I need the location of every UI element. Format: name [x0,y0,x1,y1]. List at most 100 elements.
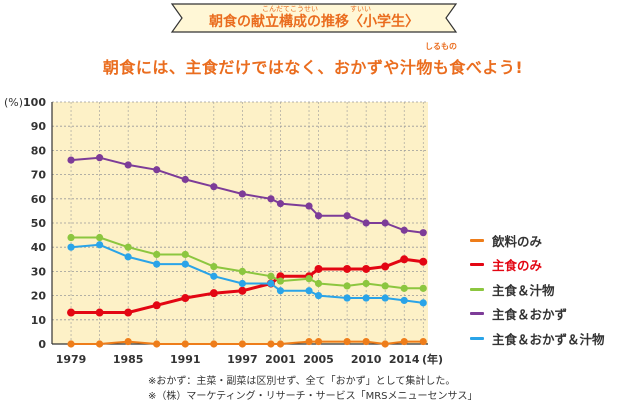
series-line-4 [70,243,424,304]
data-point [181,340,189,348]
x-tick-label: 1997 [227,353,258,366]
x-tick-label: 1991 [170,353,201,366]
title-banner-shape [170,3,458,33]
series-line-0 [71,340,424,345]
data-point [400,255,409,264]
y-tick-label: 70 [31,169,47,182]
data-point [181,260,189,268]
data-point [210,262,218,271]
data-point [181,250,189,259]
data-point [67,243,75,251]
legend-label: 主食のみ [492,258,543,274]
data-point [153,166,161,174]
x-tick-label: 2005 [303,353,334,366]
data-point [381,294,389,302]
legend-item: 主食のみ [470,253,605,278]
data-point [267,340,275,348]
data-point [343,282,351,290]
data-point [276,340,285,348]
chart-notes: ※おかず：主菜・副菜は区別せず、全て「おかず」として集計した。 ※（株）マーケテ… [148,374,478,404]
x-tick-label: 1985 [113,353,144,366]
y-tick-label: 100 [23,96,46,109]
subtitle-ruby-shirumono: しるもの [425,42,457,51]
data-point [153,260,161,268]
data-point [152,301,161,310]
data-point [305,337,313,346]
data-point [67,308,76,317]
series-lines [67,154,428,348]
data-point [381,262,390,271]
y-tick-label: 80 [31,144,47,157]
page-title: 朝食の献立構成の推移〈小学生〉 [209,13,419,30]
y-tick-label: 40 [31,241,47,254]
data-point [95,233,104,242]
legend-label: 飲料のみ [492,233,543,249]
data-point [400,226,408,234]
data-point [381,219,389,227]
data-point [95,308,104,317]
data-point [238,286,247,295]
data-point [400,337,408,346]
legend-swatch [470,336,484,340]
legend-swatch [470,312,484,316]
data-point [305,287,313,295]
title-ruby-kondate: こんだてこうせい [262,5,318,13]
data-point [419,299,427,307]
x-axis-unit-label: (年) [422,352,443,366]
x-tick-label: 1979 [56,353,87,366]
legend-label: 主食＆おかず＆汁物 [492,331,605,347]
axes: 0 10 20 30 40 50 60 70 80 90 100 1979 1985 1991 1997 20… [23,96,428,366]
data-point [67,233,75,242]
note-okazu: ※おかず：主菜・副菜は区別せず、全て「おかず」として集計した。 [148,376,456,387]
data-point [314,212,323,220]
title-ruby-suii: すいい [350,5,371,13]
data-point [419,284,427,292]
data-point [343,294,351,302]
series-line-2 [71,236,424,290]
data-point [419,257,428,266]
y-tick-label: 20 [31,290,47,303]
data-point [267,272,275,280]
data-point [267,195,275,203]
data-point [181,294,190,303]
y-tick-label: 90 [31,120,47,133]
data-point [238,190,246,198]
data-point [124,161,132,169]
legend-label: 主食＆汁物 [492,282,555,298]
title-banner: こんだてこうせい すいい 朝食の献立構成の推移〈小学生〉 [170,3,458,33]
legend-item: 主食＆おかず＆汁物 [470,326,605,351]
legend-swatch [470,238,484,242]
data-point [124,337,132,346]
data-point [209,289,218,298]
y-axis-unit-label: (%) [4,96,23,109]
data-point [343,264,352,273]
data-point [95,241,104,249]
data-point [381,340,389,348]
data-point [153,250,161,259]
series-line-3 [70,156,424,234]
data-point [276,200,285,208]
data-point [95,340,104,348]
legend-item: 主食＆おかず [470,302,605,327]
data-point [362,337,370,346]
legend-item: 主食＆汁物 [470,277,605,302]
chart-legend: 飲料のみ主食のみ主食＆汁物主食＆おかず主食＆おかず＆汁物 [470,228,605,351]
data-point [314,279,323,288]
data-point [238,267,246,275]
data-point [276,277,285,285]
data-point [343,212,351,220]
data-point [238,279,246,288]
data-point [381,282,389,290]
y-tick-label: 0 [38,338,46,351]
data-point [305,275,313,283]
data-point [181,175,189,184]
y-tick-label: 10 [31,314,47,327]
note-source: ※（株）マーケティング・リサーチ・サービス「MRSメニューセンサス」 [148,391,478,402]
x-tick-label: 2001 [265,353,296,366]
data-point [95,154,104,162]
chart-subtitle: 朝食には、主食だけではなく、おかずや汁物も食べよう! [102,58,524,77]
data-point [314,264,323,273]
data-point [400,284,408,292]
data-point [362,219,370,227]
